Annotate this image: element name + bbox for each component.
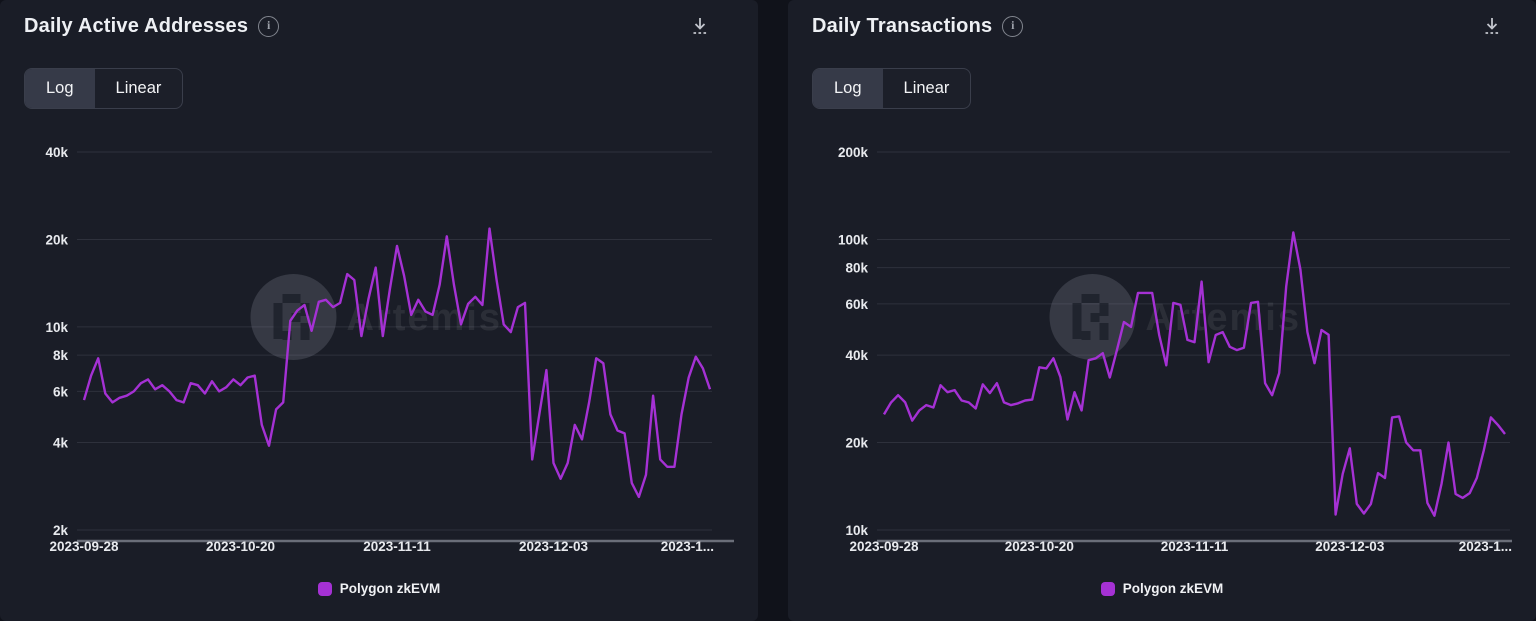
y-axis-tick-label: 6k [53,384,69,399]
watermark-text: Artemis [347,297,503,339]
x-axis-tick-label: 2023-09-28 [49,539,119,554]
toggle-log[interactable]: Log [813,69,883,108]
x-axis-tick-label: 2023-09-28 [849,539,919,554]
download-button[interactable] [686,12,714,40]
download-icon [1485,18,1499,34]
panel-header: Daily Active Addresses i [24,12,744,40]
y-axis-tick-label: 20k [45,233,68,248]
download-icon [693,18,707,34]
panel-daily-active-addresses: Daily Active Addresses i Log Linear 40k 2… [0,0,758,621]
y-axis-tick-label: 100k [838,233,869,248]
y-axis-tick-label: 60k [845,297,868,312]
x-axis-tick-label: 2023-12-03 [519,539,589,554]
y-axis-tick-label: 4k [53,436,69,451]
toggle-log[interactable]: Log [25,69,95,108]
x-axis-tick-label: 2023-10-20 [1005,539,1074,554]
artemis-glyph [291,313,301,322]
artemis-glyph [282,331,292,340]
x-axis-tick-label: 2023-11-11 [363,539,431,554]
chart-title: Daily Transactions [812,15,993,37]
legend-item-polygon-zkevm[interactable]: Polygon zkEVM [0,581,758,596]
artemis-glyph [1081,331,1091,340]
artemis-glyph [1099,303,1109,316]
artemis-glyph [1081,294,1100,303]
artemis-glyph [300,323,310,340]
artemis-glyph [1090,313,1100,322]
legend-item-polygon-zkevm[interactable]: Polygon zkEVM [788,581,1536,596]
x-axis-tick-label: 2023-1... [1459,539,1512,554]
x-axis-tick-label: 2023-12-03 [1315,539,1385,554]
series-line-polygon-zkevm[interactable] [882,231,1506,517]
toggle-linear[interactable]: Linear [883,69,971,108]
artemis-glyph [282,294,301,303]
panel-divider [758,0,788,621]
info-icon[interactable]: i [1002,15,1024,37]
legend-label: Polygon zkEVM [339,581,441,596]
info-icon[interactable]: i [258,15,280,37]
y-axis-tick-label: 10k [45,320,68,335]
artemis-glyph [273,303,283,339]
y-axis-tick-label: 2k [53,523,69,538]
y-axis-tick-label: 80k [845,261,868,276]
panel-daily-transactions: Daily Transactions i Log Linear 200k 100k… [788,0,1536,621]
scale-toggle: Log Linear [24,68,184,109]
y-axis-tick-label: 20k [845,436,868,451]
x-axis-tick-label: 2023-10-20 [206,539,275,554]
y-axis-tick-label: 40k [845,348,868,363]
x-axis-tick-label: 2023-1... [661,539,714,554]
artemis-glyph [1072,303,1082,339]
series-line-polygon-zkevm[interactable] [82,227,712,499]
download-button[interactable] [1478,12,1506,40]
y-axis-tick-label: 200k [838,145,869,160]
y-axis-tick-label: 8k [53,348,69,363]
chart-title: Daily Active Addresses [24,15,249,37]
artemis-glyph [1099,323,1109,340]
legend-swatch-icon [317,581,332,596]
x-axis-tick-label: 2023-11-11 [1161,539,1229,554]
y-axis-tick-label: 10k [845,523,868,538]
legend-label: Polygon zkEVM [1122,581,1224,596]
y-axis-tick-label: 40k [45,145,68,160]
toggle-linear[interactable]: Linear [95,69,183,108]
scale-toggle: Log Linear [812,68,972,109]
panel-header: Daily Transactions i [812,12,1522,40]
legend-swatch-icon [1100,581,1115,596]
